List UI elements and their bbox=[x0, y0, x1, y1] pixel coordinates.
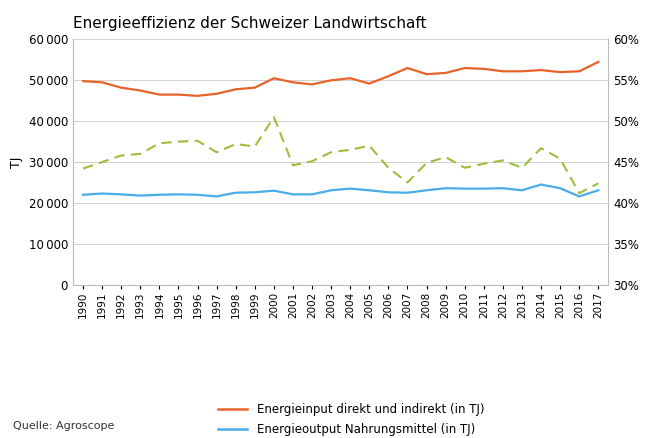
Text: Energieeffizienz der Schweizer Landwirtschaft: Energieeffizienz der Schweizer Landwirts… bbox=[73, 16, 427, 31]
Text: Quelle: Agroscope: Quelle: Agroscope bbox=[13, 421, 115, 431]
Y-axis label: TJ: TJ bbox=[10, 156, 23, 168]
Legend: Energieinput direkt und indirekt (in TJ), Energieoutput Nahrungsmittel (in TJ), : Energieinput direkt und indirekt (in TJ)… bbox=[213, 399, 489, 438]
